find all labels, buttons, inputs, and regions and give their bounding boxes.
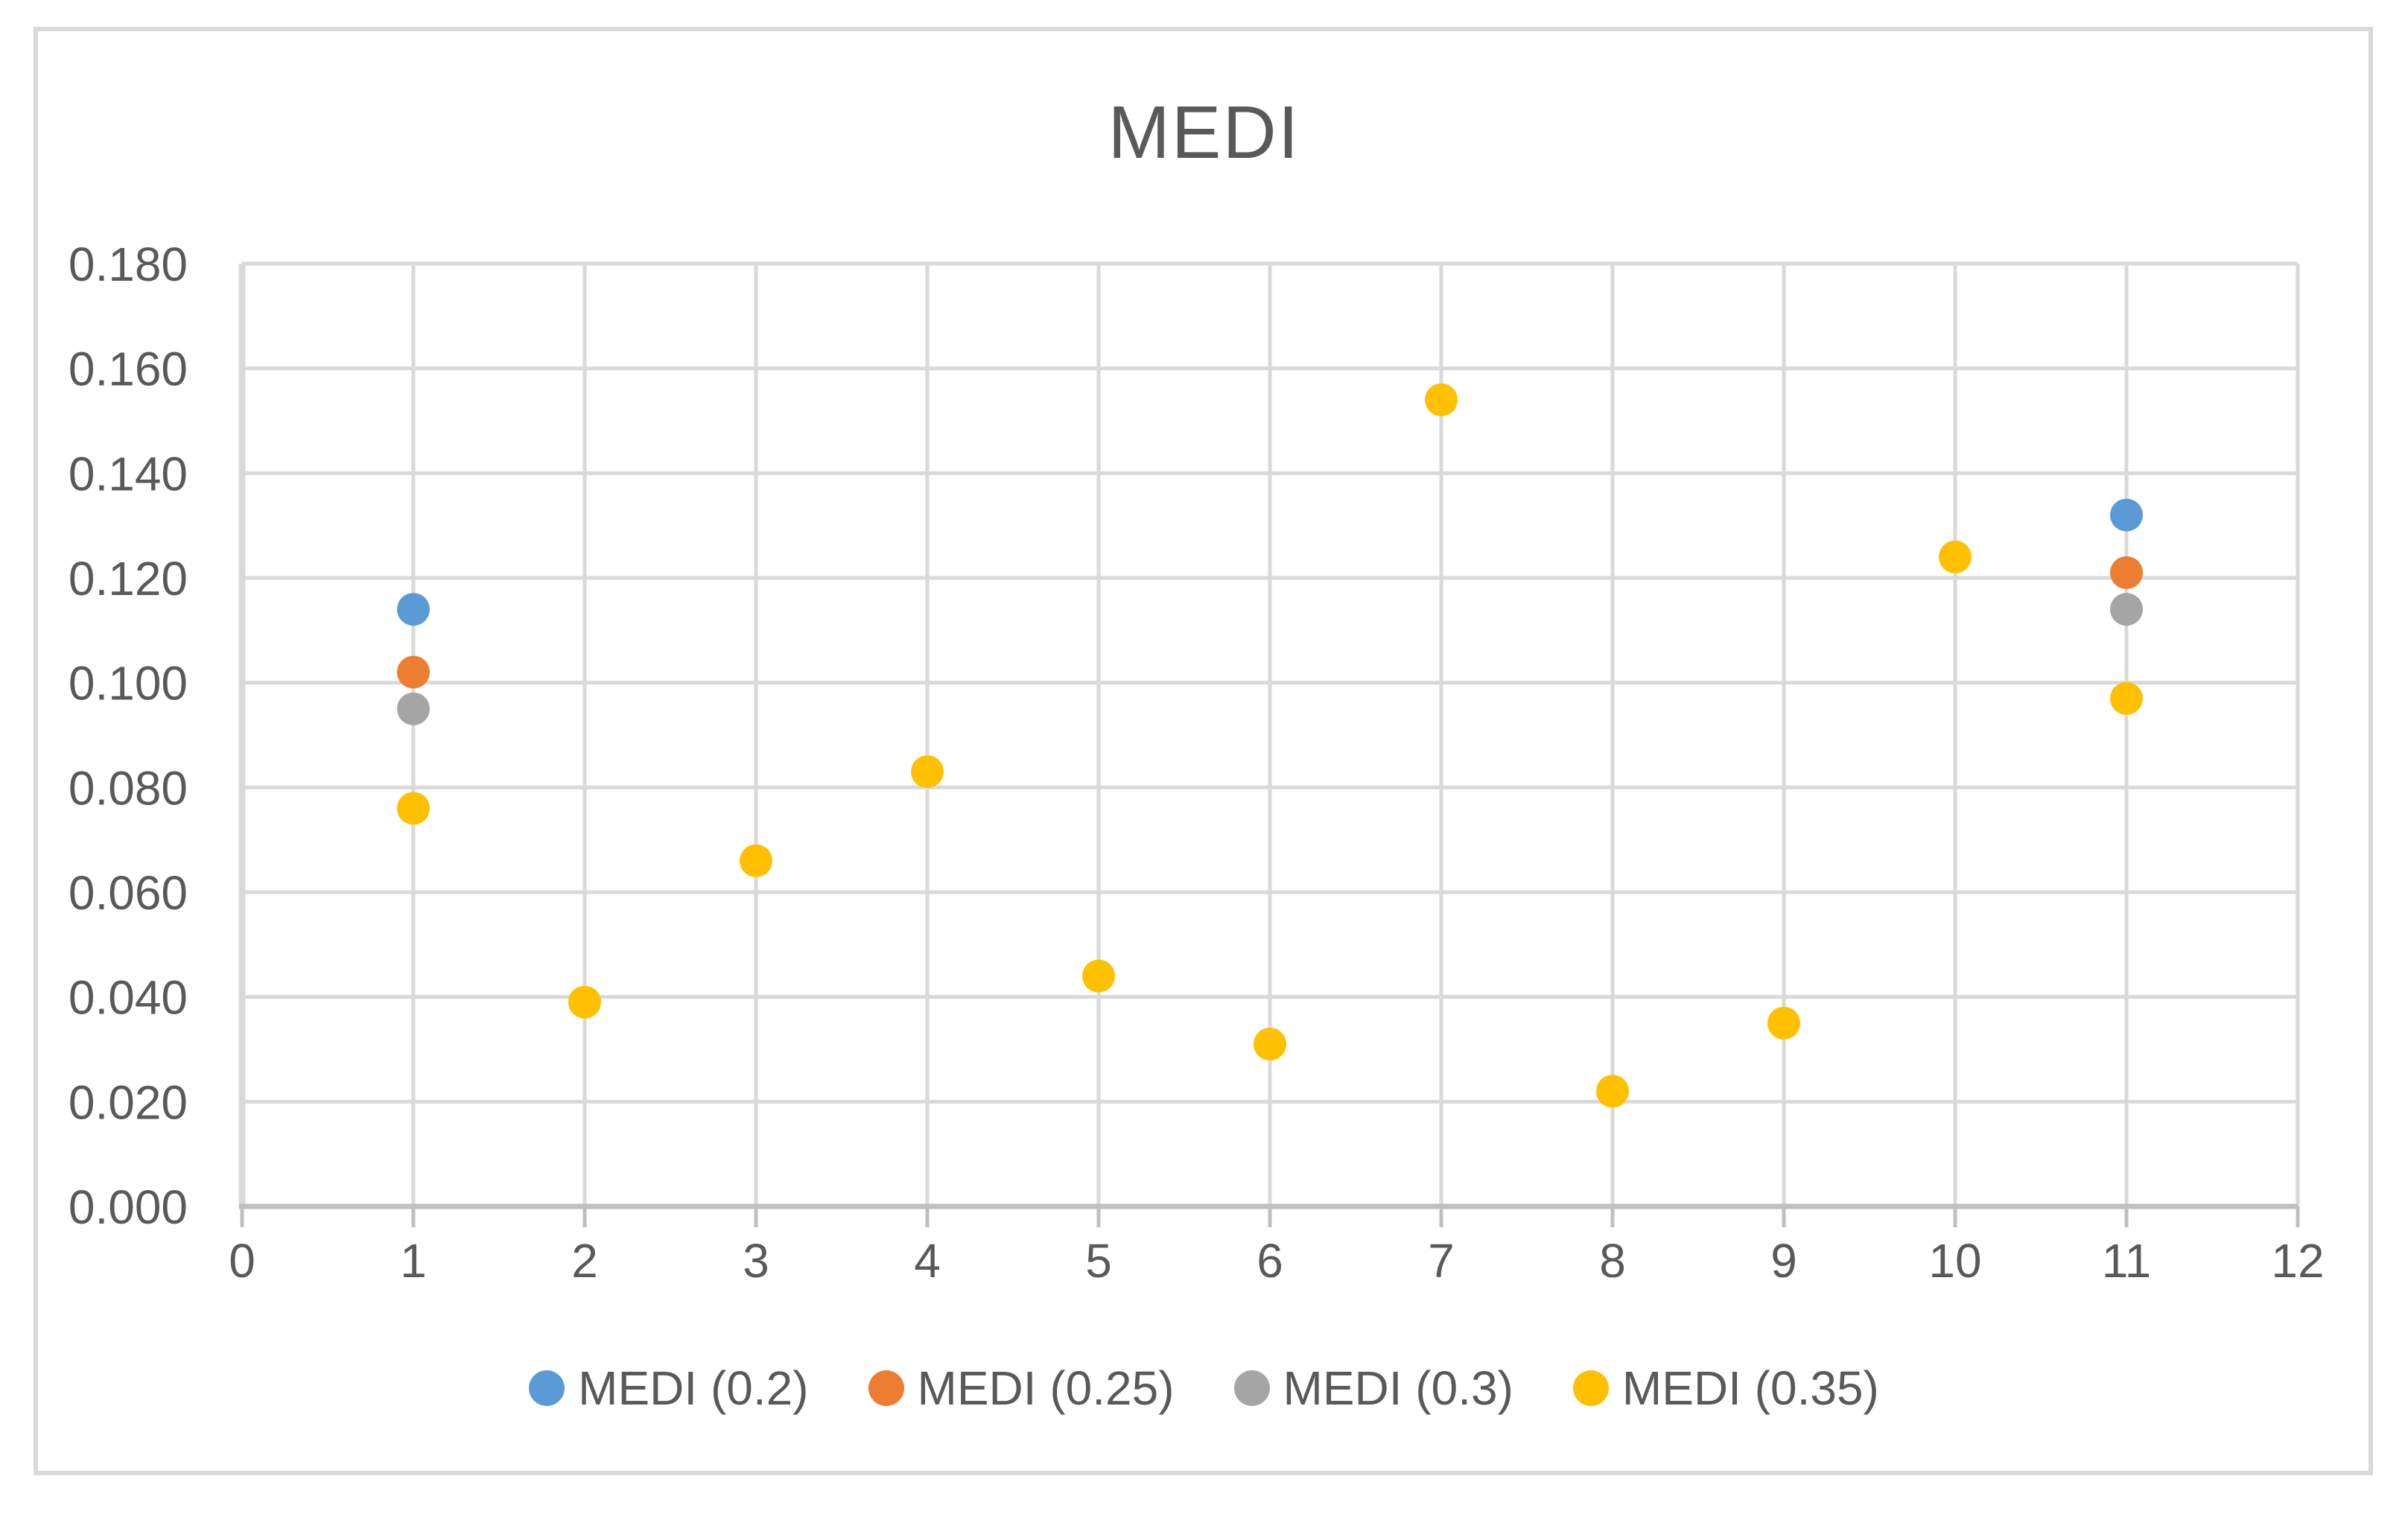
legend-marker-icon [1233,1370,1270,1406]
x-tick-label: 3 [743,1234,769,1288]
y-tick-label: 0.180 [69,238,188,291]
y-tick-label: 0.040 [69,971,188,1025]
chart-border-frame [34,27,2373,1475]
data-point [397,593,430,626]
y-tick-label: 0.080 [69,761,188,815]
legend-item: MEDI (0.25) [868,1361,1175,1416]
legend-item: MEDI (0.2) [529,1361,809,1416]
legend-label: MEDI (0.35) [1621,1361,1879,1415]
chart-title: MEDI [1108,91,1300,174]
x-tick-label: 4 [914,1234,941,1288]
y-tick-label: 0.020 [69,1075,188,1129]
data-point [2110,556,2143,589]
data-point [1939,540,1972,573]
data-point [397,692,430,725]
legend-label: MEDI (0.25) [917,1361,1175,1415]
data-point [1425,383,1458,416]
data-point [740,844,772,877]
data-point [397,792,430,825]
y-tick-label: 0.000 [69,1180,188,1234]
data-point [2110,593,2143,626]
y-tick-label: 0.140 [69,447,188,500]
data-point [2110,498,2143,532]
x-tick-label: 10 [1928,1234,1981,1288]
x-tick-label: 1 [400,1234,427,1288]
x-tick-label: 5 [1085,1234,1112,1288]
x-tick-label: 7 [1428,1234,1455,1288]
chart-legend: MEDI (0.2) MEDI (0.25) MEDI (0.3) MEDI (0.3… [0,1358,2408,1418]
legend-item: MEDI (0.35) [1572,1361,1879,1416]
legend-item: MEDI (0.3) [1233,1361,1513,1416]
legend-marker-icon [1572,1370,1609,1406]
legend-label: MEDI (0.3) [1283,1361,1513,1415]
data-point [1082,959,1115,993]
x-tick-label: 9 [1770,1234,1797,1288]
data-point [1254,1027,1286,1060]
data-point [2110,681,2143,715]
y-tick-label: 0.060 [69,866,188,920]
data-point [568,985,601,1019]
data-point [1767,1006,1800,1040]
x-tick-label: 2 [571,1234,598,1288]
legend-marker-icon [868,1370,904,1406]
data-point [1596,1075,1629,1108]
legend-marker-icon [529,1370,565,1406]
x-tick-label: 0 [229,1234,255,1288]
legend-label: MEDI (0.2) [578,1361,809,1415]
x-tick-label: 11 [2102,1234,2151,1288]
data-point [911,755,944,789]
x-tick-label: 12 [2271,1234,2324,1288]
y-tick-label: 0.100 [69,657,188,710]
data-point [397,655,430,689]
x-tick-label: 8 [1599,1234,1626,1288]
y-tick-label: 0.120 [69,552,188,605]
y-tick-label: 0.160 [69,343,188,396]
x-tick-label: 6 [1257,1234,1283,1288]
